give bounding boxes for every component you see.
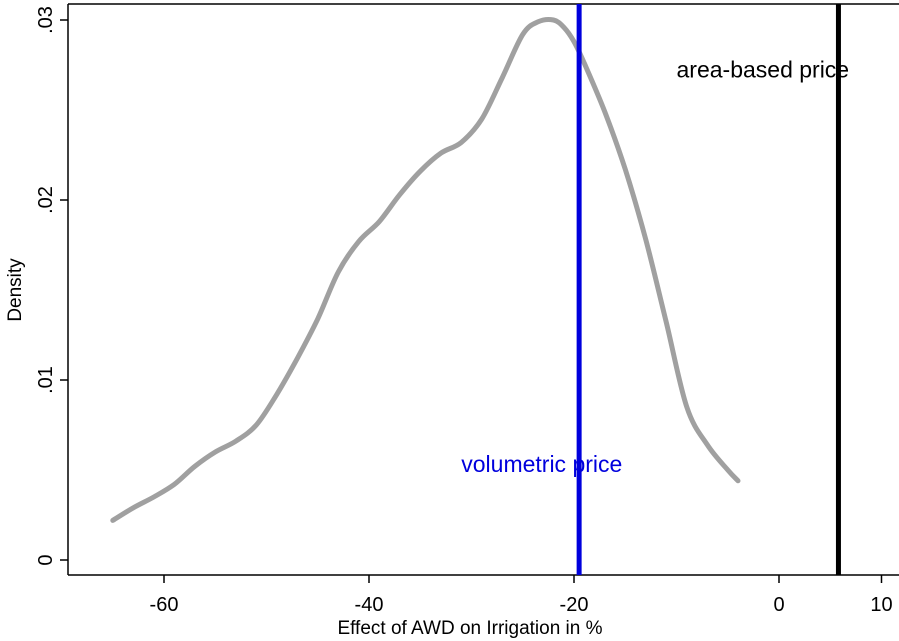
y-tick-label: .03 — [35, 6, 57, 34]
series-layer — [110, 17, 741, 523]
y-tick-label: .02 — [35, 186, 57, 214]
x-axis-title: Effect of AWD on Irrigation in % — [337, 618, 602, 639]
density-curve — [110, 17, 741, 523]
x-tick-label: -20 — [560, 594, 589, 616]
volumetric-price-label: volumetric price — [461, 451, 622, 477]
y-tick-label: .01 — [35, 366, 57, 394]
area-based-price-label: area-based price — [677, 57, 850, 83]
x-tick-label: -60 — [150, 594, 179, 616]
x-axis-ticks: -60 -40 -20 0 10 — [150, 575, 893, 616]
x-tick-label: 0 — [773, 594, 784, 616]
plot-frame — [67, 3, 899, 576]
y-tick-label: 0 — [35, 554, 57, 565]
x-tick-label: 10 — [870, 594, 892, 616]
x-tick-label: -40 — [355, 594, 384, 616]
y-axis-title: Density — [5, 258, 26, 322]
y-axis-ticks: 0 .01 .02 .03 — [35, 6, 68, 566]
reference-lines: volumetric price area-based price — [461, 4, 849, 575]
